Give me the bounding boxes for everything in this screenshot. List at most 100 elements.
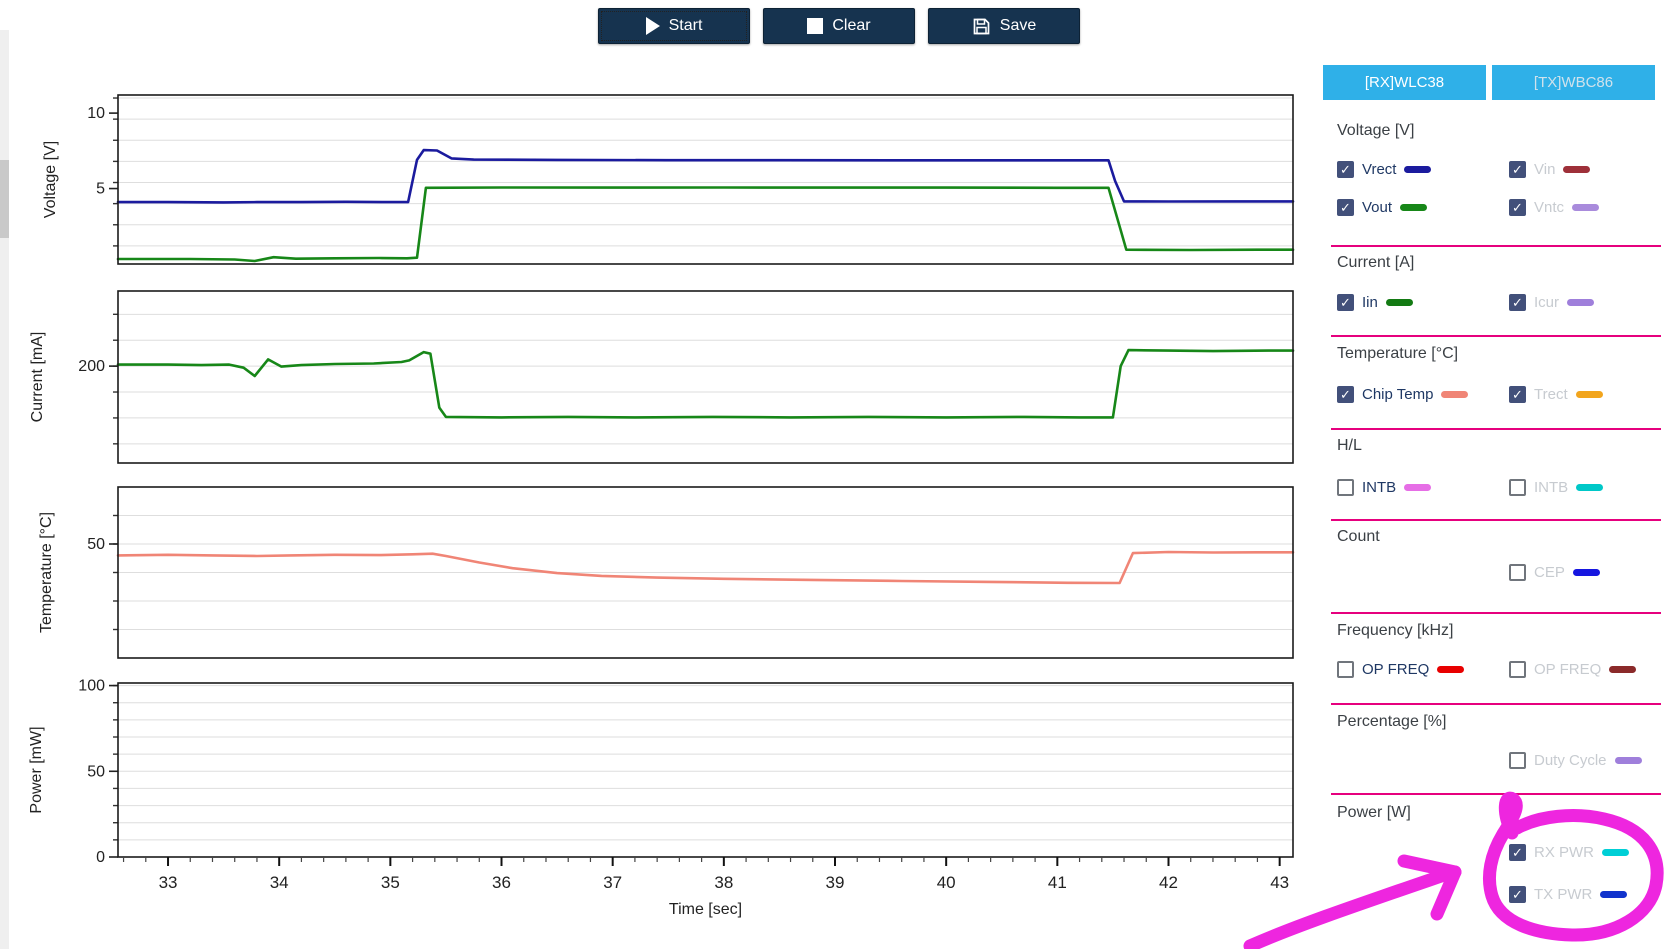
signal-label: OP FREQ: [1534, 661, 1602, 678]
x-tick-label: 39: [826, 873, 845, 892]
y-axis-title-current: Current [mA]: [29, 332, 46, 423]
checked-checkbox[interactable]: ✓: [1509, 886, 1526, 903]
signal-label: Trect: [1534, 386, 1568, 403]
signal-label: INTB: [1362, 479, 1397, 496]
section-title-percentage-: Percentage [%]: [1337, 713, 1447, 730]
plot-border: [117, 682, 1294, 858]
series-color-swatch: [1614, 757, 1642, 764]
checked-checkbox[interactable]: ✓: [1509, 844, 1526, 861]
signal-row-op-freq: OP FREQ: [1337, 661, 1465, 678]
section-separator: [1331, 335, 1661, 337]
x-tick-label: 38: [714, 873, 733, 892]
section-title-power-w-: Power [W]: [1337, 804, 1411, 821]
checked-checkbox[interactable]: ✓: [1509, 199, 1526, 216]
checked-checkbox[interactable]: ✓: [1509, 386, 1526, 403]
time-axis: 33 34 35 36 37 38 39 40 41 42 43 Time [sec]: [122, 857, 1289, 918]
signal-row-vrect: ✓ Vrect: [1337, 161, 1432, 178]
signal-row-vntc: ✓ Vntc: [1509, 199, 1600, 216]
section-separator: [1331, 793, 1661, 795]
charts-canvas: 5 10 Voltage [V] 200 Current [mA] 50 Temperatu…: [28, 94, 1295, 918]
tab-tx-wbc86[interactable]: [TX]WBC86: [1492, 65, 1655, 100]
signal-label: RX PWR: [1534, 844, 1594, 861]
checked-checkbox[interactable]: ✓: [1337, 161, 1354, 178]
series-color-swatch: [1404, 166, 1432, 173]
section-title-frequency-khz-: Frequency [kHz]: [1337, 622, 1454, 639]
x-tick-label: 33: [159, 873, 178, 892]
y-tick-label: 5: [96, 181, 105, 198]
signal-row-intb: INTB: [1337, 479, 1432, 496]
signal-label: Chip Temp: [1362, 386, 1434, 403]
series-color-swatch: [1385, 299, 1413, 306]
signal-row-duty-cycle: Duty Cycle: [1509, 752, 1642, 769]
series-color-swatch: [1563, 166, 1591, 173]
series-color-swatch: [1572, 569, 1600, 576]
chart-current: 200 Current [mA]: [29, 290, 1295, 464]
signal-label: OP FREQ: [1362, 661, 1430, 678]
signal-label: CEP: [1534, 564, 1565, 581]
chart-temperature: 50 Temperature [°C]: [38, 486, 1295, 659]
plot-border: [117, 486, 1294, 659]
series-color-swatch: [1609, 666, 1637, 673]
checked-checkbox[interactable]: ✓: [1337, 294, 1354, 311]
signal-label: TX PWR: [1534, 886, 1593, 903]
play-icon: [645, 17, 660, 35]
checked-checkbox[interactable]: ✓: [1337, 199, 1354, 216]
x-tick-label: 35: [381, 873, 400, 892]
signal-row-cep: CEP: [1509, 564, 1600, 581]
start-button-label: Start: [668, 17, 703, 34]
series-chip-temp: [116, 550, 1295, 585]
section-title-voltage-v-: Voltage [V]: [1337, 122, 1415, 139]
y-tick-label: 200: [78, 358, 105, 375]
series-color-swatch: [1575, 391, 1603, 398]
signal-row-tx-pwr: ✓ TX PWR: [1509, 886, 1628, 903]
clear-button-label: Clear: [832, 17, 871, 34]
signal-label: Iin: [1362, 294, 1378, 311]
series-color-swatch: [1576, 484, 1604, 491]
signal-row-chip-temp: ✓ Chip Temp: [1337, 386, 1469, 403]
checked-checkbox[interactable]: ✓: [1337, 386, 1354, 403]
plot-border: [117, 290, 1294, 464]
x-tick-label: 43: [1270, 873, 1289, 892]
tab-rx-wlc38[interactable]: [RX]WLC38: [1323, 65, 1486, 100]
unchecked-checkbox[interactable]: [1509, 752, 1526, 769]
plot-border: [117, 94, 1294, 265]
y-axis-title-temperature: Temperature [°C]: [38, 512, 55, 633]
unchecked-checkbox[interactable]: [1509, 564, 1526, 581]
signal-row-rx-pwr: ✓ RX PWR: [1509, 844, 1629, 861]
signal-row-vin: ✓ Vin: [1509, 161, 1591, 178]
section-title-temperature-c-: Temperature [°C]: [1337, 345, 1459, 362]
section-title-current-a-: Current [A]: [1337, 254, 1415, 271]
series-vout: [116, 186, 1295, 263]
unchecked-checkbox[interactable]: [1337, 479, 1354, 496]
unchecked-checkbox[interactable]: [1509, 479, 1526, 496]
signal-label: Icur: [1534, 294, 1560, 311]
y-axis-title-power: Power [mW]: [28, 726, 45, 813]
series-color-swatch: [1400, 204, 1428, 211]
signal-row-icur: ✓ Icur: [1509, 294, 1595, 311]
start-button[interactable]: Start: [598, 8, 750, 44]
scrollbar-thumb[interactable]: [0, 160, 9, 238]
section-separator: [1331, 703, 1661, 705]
section-title-h-l: H/L: [1337, 437, 1362, 454]
checked-checkbox[interactable]: ✓: [1509, 294, 1526, 311]
save-button[interactable]: Save: [928, 8, 1080, 44]
x-tick-label: 41: [1048, 873, 1067, 892]
series-iin: [116, 348, 1295, 419]
signal-label: Vout: [1362, 199, 1393, 216]
section-separator: [1331, 612, 1661, 614]
hand-drawn-annotation: [1483, 791, 1664, 942]
signal-label: Vin: [1534, 161, 1556, 178]
save-button-label: Save: [999, 17, 1037, 34]
section-separator: [1331, 519, 1661, 521]
hand-drawn-annotation: [1397, 854, 1462, 879]
chart-voltage: 5 10 Voltage [V]: [42, 94, 1295, 265]
unchecked-checkbox[interactable]: [1337, 661, 1354, 678]
section-title-count: Count: [1337, 528, 1380, 545]
clear-button[interactable]: Clear: [763, 8, 915, 44]
checked-checkbox[interactable]: ✓: [1509, 161, 1526, 178]
unchecked-checkbox[interactable]: [1509, 661, 1526, 678]
x-tick-label: 40: [937, 873, 956, 892]
section-separator: [1331, 428, 1661, 430]
series-color-swatch: [1567, 299, 1595, 306]
signal-row-trect: ✓ Trect: [1509, 386, 1603, 403]
